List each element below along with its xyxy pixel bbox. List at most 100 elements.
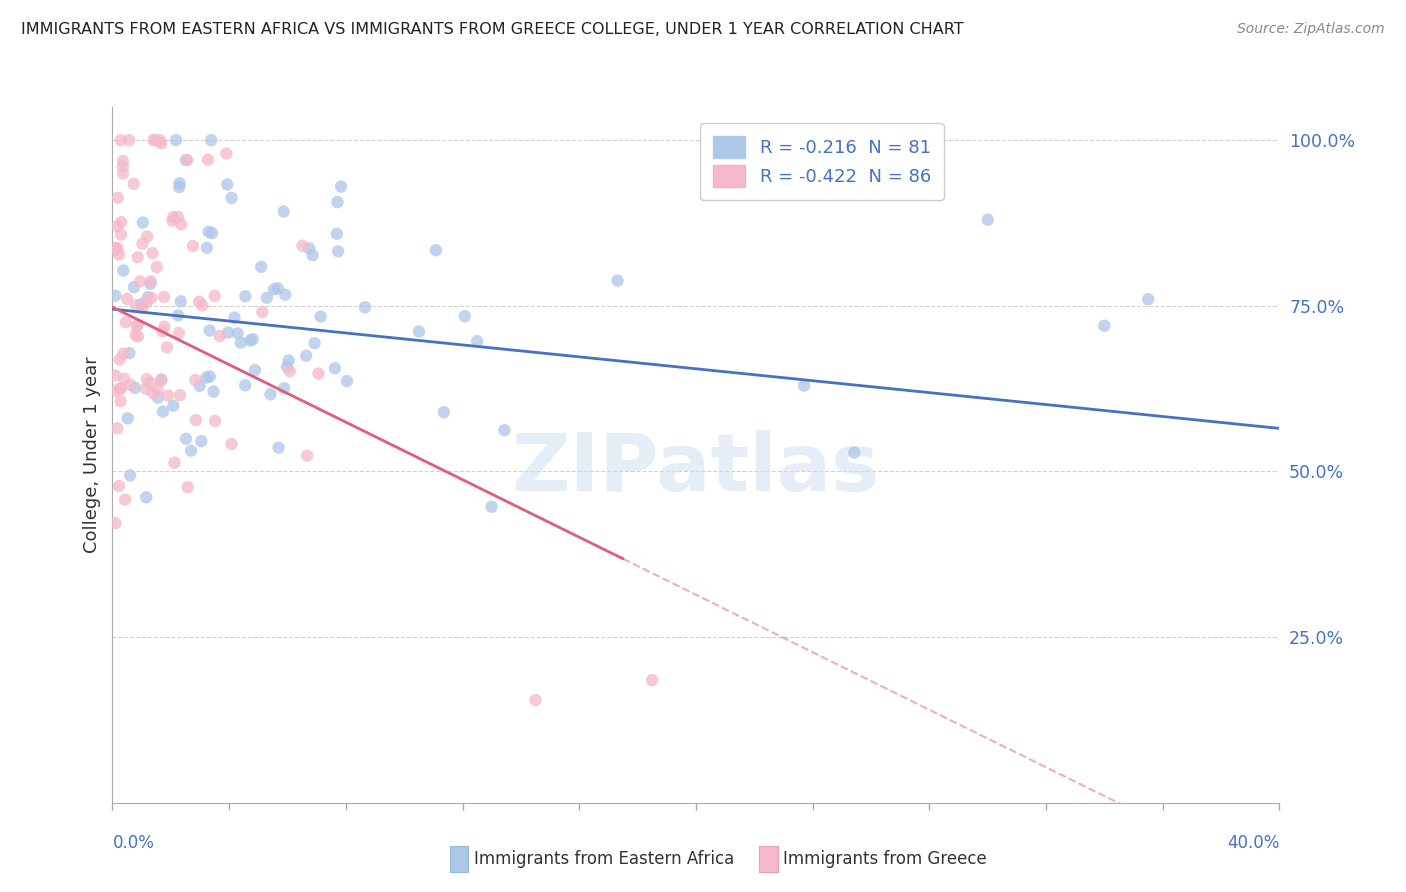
Point: [150, 136, 173, 151]
Point: [127, 318, 149, 332]
Point: [326, 227, 349, 241]
Point: [165, 133, 187, 147]
Point: [976, 212, 998, 227]
Point: [112, 372, 135, 386]
Point: [221, 191, 243, 205]
Point: [198, 324, 221, 338]
Point: [167, 326, 190, 341]
Text: 0.0%: 0.0%: [112, 834, 155, 852]
Point: [200, 133, 222, 147]
Point: [108, 479, 131, 493]
Point: [263, 282, 285, 296]
Point: [197, 225, 219, 239]
Point: [195, 370, 218, 384]
Text: Source: ZipAtlas.com: Source: ZipAtlas.com: [1237, 22, 1385, 37]
Point: [309, 310, 332, 324]
Point: [188, 379, 211, 393]
Point: [124, 381, 146, 395]
Point: [454, 310, 477, 324]
Point: [139, 277, 162, 291]
Point: [276, 359, 298, 374]
Point: [195, 241, 218, 255]
Point: [224, 310, 246, 325]
Point: [111, 166, 134, 180]
Point: [170, 218, 193, 232]
Point: [110, 227, 132, 242]
Point: [107, 191, 129, 205]
Point: [273, 381, 295, 395]
Point: [180, 443, 202, 458]
Point: [201, 226, 224, 240]
Point: [169, 176, 191, 190]
Point: [204, 289, 226, 303]
Point: [141, 291, 163, 305]
Point: [295, 349, 318, 363]
Point: [112, 263, 135, 277]
Point: [308, 367, 330, 381]
Point: [465, 334, 488, 348]
Point: [120, 377, 142, 392]
Point: [139, 376, 162, 390]
Point: [606, 274, 628, 288]
Point: [408, 325, 430, 339]
Point: [167, 210, 190, 224]
Point: [104, 243, 127, 257]
Point: [198, 369, 221, 384]
Point: [167, 309, 190, 323]
Point: [105, 421, 128, 435]
Point: [184, 373, 207, 387]
Point: [188, 294, 211, 309]
Point: [156, 340, 179, 354]
Point: [110, 215, 132, 229]
Point: [252, 305, 274, 319]
Point: [104, 516, 127, 530]
Point: [150, 374, 173, 388]
Point: [125, 298, 148, 312]
Point: [153, 290, 176, 304]
Point: [135, 382, 157, 396]
Point: [239, 334, 262, 348]
Point: [177, 480, 200, 494]
Point: [233, 289, 256, 303]
Point: [242, 332, 264, 346]
Point: [143, 133, 166, 147]
Point: [425, 244, 447, 258]
Point: [107, 241, 129, 255]
Point: [127, 329, 149, 343]
Point: [146, 260, 169, 274]
Point: [110, 394, 132, 409]
Text: ZIPatlas: ZIPatlas: [512, 430, 880, 508]
Point: [118, 346, 141, 360]
Point: [641, 673, 664, 688]
Point: [108, 381, 131, 395]
Point: [111, 160, 134, 174]
Point: [150, 325, 173, 339]
Point: [105, 219, 128, 234]
Point: [142, 386, 165, 401]
Point: [153, 319, 176, 334]
Point: [117, 411, 139, 425]
Point: [323, 361, 346, 376]
Text: 40.0%: 40.0%: [1227, 834, 1279, 852]
Point: [120, 468, 142, 483]
Point: [162, 399, 184, 413]
Point: [170, 294, 193, 309]
Point: [330, 179, 353, 194]
Point: [273, 204, 295, 219]
Point: [229, 335, 252, 350]
Point: [112, 346, 135, 360]
Point: [127, 250, 149, 264]
Point: [494, 423, 516, 437]
Point: [136, 229, 159, 244]
Point: [176, 153, 198, 167]
Point: [115, 292, 138, 306]
Point: [298, 241, 321, 255]
Point: [163, 456, 186, 470]
Point: [267, 281, 290, 295]
Point: [108, 352, 131, 367]
Point: [132, 215, 155, 229]
Point: [256, 291, 278, 305]
Point: [150, 372, 173, 386]
Point: [274, 287, 297, 301]
Point: [844, 445, 866, 459]
